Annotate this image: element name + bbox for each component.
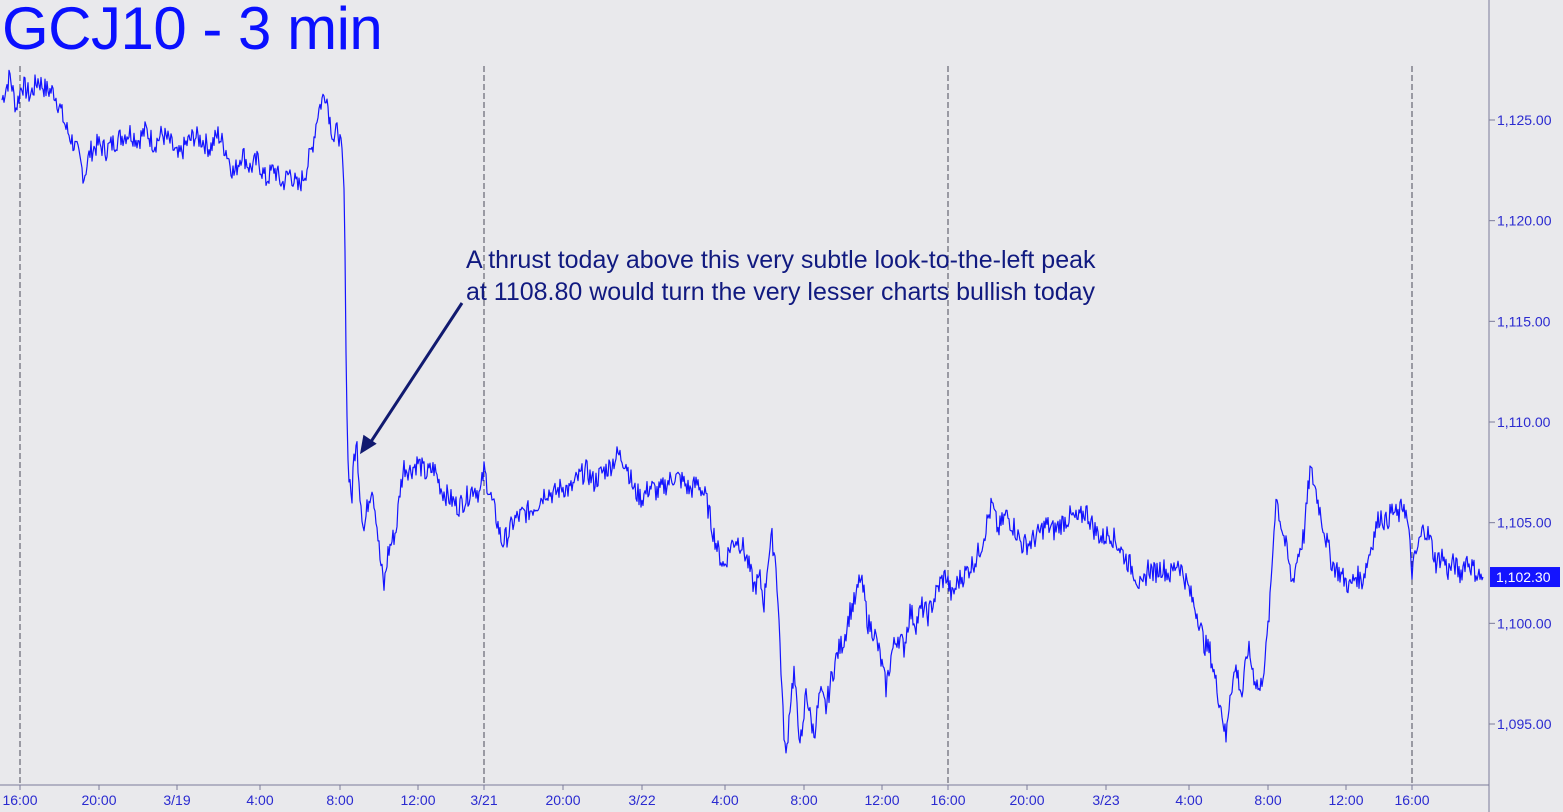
annotation-arrow-head <box>360 434 377 455</box>
annotation-line-2: at 1108.80 would turn the very lesser ch… <box>466 278 1096 306</box>
series-line-0 <box>1 69 1484 754</box>
last-price-label: 1,102.30 <box>1496 569 1551 585</box>
x-tick-label-15: 4:00 <box>1175 792 1202 808</box>
x-tick-label-5: 12:00 <box>400 792 435 808</box>
series-layer <box>1 69 1484 754</box>
annotation-line-1: A thrust today above this very subtle lo… <box>466 246 1096 274</box>
x-tick-label-10: 8:00 <box>790 792 817 808</box>
y-tick-label-1: 1,120.00 <box>1497 213 1552 229</box>
chart-annotation: A thrust today above this very subtle lo… <box>466 244 1096 308</box>
x-tick-label-13: 20:00 <box>1009 792 1044 808</box>
x-tick-label-3: 4:00 <box>246 792 273 808</box>
x-tick-label-18: 16:00 <box>1394 792 1429 808</box>
x-tick-label-12: 16:00 <box>930 792 965 808</box>
session-divider-lines <box>19 66 1413 785</box>
x-tick-label-4: 8:00 <box>326 792 353 808</box>
x-tick-label-16: 8:00 <box>1254 792 1281 808</box>
x-tick-label-6: 3/21 <box>470 792 497 808</box>
y-tick-label-2: 1,115.00 <box>1497 313 1551 329</box>
chart-title: GCJ10 - 3 min <box>2 0 383 62</box>
y-axis-ticks: 1,125.00 1,120.00 1,115.00 1,110.00 1,105.00… <box>1489 112 1552 732</box>
x-tick-label-1: 20:00 <box>81 792 116 808</box>
x-tick-label-7: 20:00 <box>545 792 580 808</box>
last-price-flag <box>1490 567 1560 588</box>
last-price-layer: 1,102.30 <box>1490 567 1560 588</box>
annotation-arrow-layer <box>360 302 464 455</box>
y-tick-label-0: 1,125.00 <box>1497 112 1552 128</box>
x-tick-label-9: 4:00 <box>711 792 738 808</box>
x-tick-label-17: 12:00 <box>1328 792 1363 808</box>
y-tick-label-4: 1,105.00 <box>1497 515 1552 531</box>
x-tick-label-2: 3/19 <box>163 792 190 808</box>
y-tick-label-5: 1,100.00 <box>1497 615 1552 631</box>
annotation-arrow-shaft <box>366 302 464 447</box>
y-tick-label-6: 1,095.00 <box>1497 716 1552 732</box>
y-tick-label-3: 1,110.00 <box>1497 414 1551 430</box>
x-tick-label-8: 3/22 <box>628 792 655 808</box>
x-axis-ticks: 16:00 20:00 3/19 4:00 8:00 12:00 3/21 20:00 3/22… <box>2 785 1430 808</box>
x-tick-label-11: 12:00 <box>864 792 899 808</box>
x-tick-label-0: 16:00 <box>2 792 37 808</box>
x-tick-label-14: 3/23 <box>1092 792 1119 808</box>
